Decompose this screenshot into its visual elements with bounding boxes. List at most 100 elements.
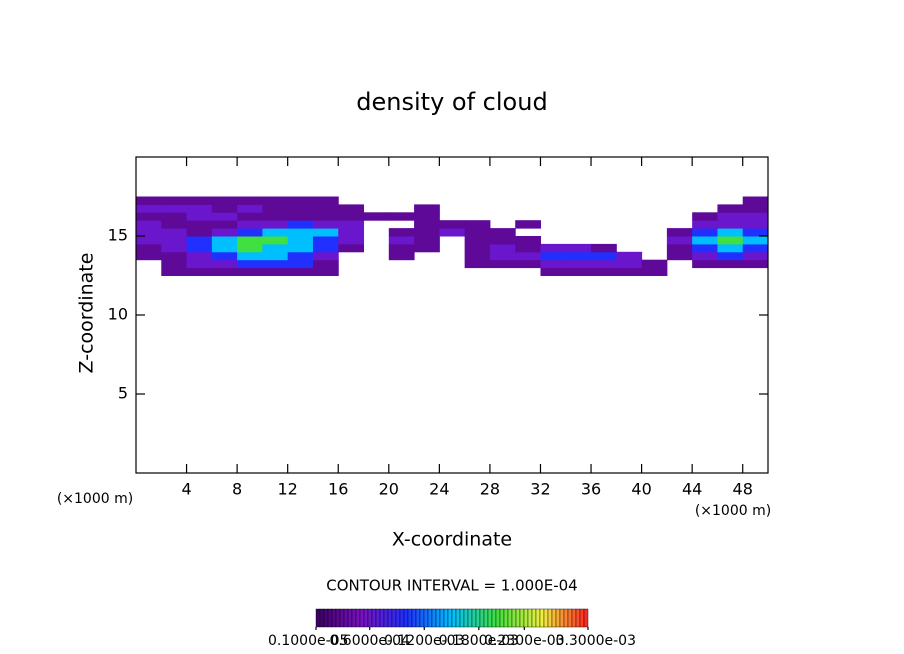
colorbar-swatch (499, 608, 505, 628)
contour-cell (136, 251, 162, 261)
colorbar-swatch (375, 608, 381, 628)
colorbar-swatch (315, 608, 321, 628)
colorbar-swatch (323, 608, 329, 628)
x-tick-label: 32 (530, 480, 550, 499)
contour-cell (186, 212, 213, 221)
contour-cell (211, 196, 238, 205)
contour-cell (439, 228, 466, 237)
contour-cell (489, 236, 516, 245)
contour-cell (287, 243, 314, 253)
contour-cell (287, 220, 314, 229)
x-unit-label: (×1000 m) (57, 491, 133, 507)
contour-cell (641, 259, 668, 269)
contour-cell (312, 236, 339, 245)
contour-cell (287, 204, 314, 213)
contour-cell (262, 220, 289, 229)
contour-cell (717, 243, 744, 253)
colorbar-tick-label: 0.2300e-03 (484, 633, 564, 649)
x-tick-label: 16 (328, 480, 348, 499)
contour-cell (616, 267, 643, 276)
contour-cell (742, 243, 769, 253)
colorbar-swatch (567, 608, 573, 628)
colorbar-swatch (543, 608, 549, 628)
x-tick-label: 24 (429, 480, 449, 499)
colorbar-swatch (479, 608, 485, 628)
contour-cell (489, 251, 516, 261)
contour-cell (186, 196, 213, 205)
contour-cell (262, 243, 289, 253)
contour-cell (742, 236, 769, 245)
colorbar-swatch (563, 608, 569, 628)
contour-cell (439, 220, 466, 229)
contour-cell (186, 251, 213, 261)
contour-cell (237, 236, 263, 245)
contour-cell (312, 251, 339, 261)
contour-cell (161, 267, 188, 276)
contour-cell (186, 267, 213, 276)
colorbar-swatch (363, 608, 369, 628)
contour-cell (717, 251, 744, 261)
contour-cell (262, 196, 289, 205)
contour-cell (464, 236, 491, 245)
contour-cell (262, 212, 289, 221)
contour-cell (237, 251, 263, 261)
contour-cell (717, 228, 744, 237)
contour-cell (262, 228, 289, 237)
contour-cell (692, 220, 718, 229)
contour-cell (591, 251, 617, 261)
contour-cell (136, 204, 162, 213)
contour-cell (717, 236, 744, 245)
colorbar-swatch (343, 608, 349, 628)
contour-cell (414, 220, 440, 229)
contour-cell (237, 204, 263, 213)
contour-cell (237, 196, 263, 205)
contour-cell (287, 251, 314, 261)
contour-cell (565, 243, 592, 253)
colorbar-tick-label: 0.3000e-03 (556, 633, 636, 649)
contour-cell (692, 251, 718, 261)
annotation: CONTOUR INTERVAL = 1.000E-04 (326, 577, 577, 595)
colorbar-swatch (547, 608, 553, 628)
contour-cell (616, 251, 643, 261)
colorbar-swatch (383, 608, 389, 628)
contour-cell (591, 267, 617, 276)
colorbar-swatch (355, 608, 361, 628)
colorbar-swatch (451, 608, 457, 628)
contour-cell (186, 243, 213, 253)
colorbar-swatch (319, 608, 325, 628)
contour-cell (515, 259, 541, 269)
colorbar-swatch (359, 608, 365, 628)
contour-cell (666, 243, 693, 253)
contour-cell (414, 243, 440, 253)
contour-cell (666, 228, 693, 237)
contour-cell (161, 259, 188, 269)
contour-cell (161, 251, 188, 261)
contour-cell (717, 220, 744, 229)
contour-cell (211, 228, 238, 237)
x-tick-label: 40 (631, 480, 651, 499)
colorbar-swatch (467, 608, 473, 628)
contour-cell (312, 204, 339, 213)
x-tick-label: 8 (232, 480, 242, 499)
contour-cell (186, 236, 213, 245)
contour-cell (565, 251, 592, 261)
colorbar-swatch (391, 608, 397, 628)
colorbar-swatch (471, 608, 477, 628)
x-tick-label: 36 (581, 480, 601, 499)
colorbar-swatch (327, 608, 333, 628)
contour-cell (237, 243, 263, 253)
colorbar-tick-label: 0.1000e-05 (268, 633, 348, 649)
colorbar-swatch (483, 608, 489, 628)
contour-cell (136, 220, 162, 229)
contour-cell (515, 236, 541, 245)
contour-cell (338, 212, 365, 221)
colorbar-swatch (395, 608, 401, 628)
contour-cell (211, 212, 238, 221)
colorbar-swatch (347, 608, 353, 628)
contour-cell (211, 267, 238, 276)
contour-cell (262, 236, 289, 245)
colorbar-swatch (583, 608, 589, 628)
colorbar-swatch (399, 608, 405, 628)
contour-cell (464, 228, 491, 237)
